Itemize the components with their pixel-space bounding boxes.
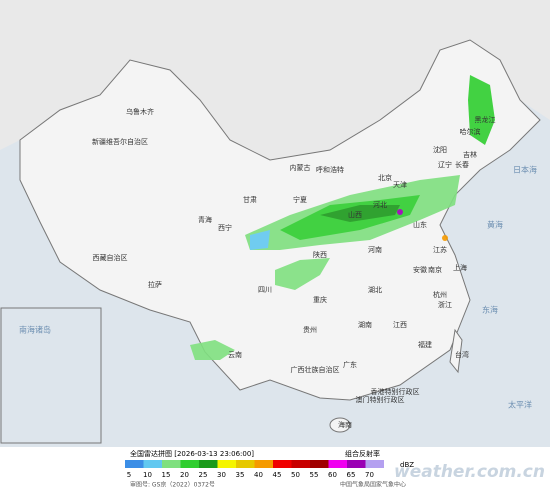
map-label: 贵州: [303, 325, 317, 334]
map-label: 上海: [453, 263, 467, 272]
watermark: weather.com.cn: [394, 462, 545, 482]
map-label: 天津: [393, 181, 407, 189]
hainan: [329, 417, 351, 433]
sea-label: 南海诸岛: [19, 325, 51, 335]
echo: [250, 230, 270, 250]
map-label: 台湾: [455, 350, 469, 359]
legend-swatch: [180, 460, 199, 468]
legend-value: 25: [199, 471, 208, 479]
south-sea-inset: [0, 307, 102, 444]
legend-value: 5: [127, 471, 131, 479]
echo: [275, 258, 330, 290]
legend-value: 65: [347, 471, 356, 479]
radar-echoes: [190, 75, 495, 360]
map-label: 山东: [413, 220, 427, 229]
taiwan: [449, 328, 463, 374]
map-label: 新疆维吾尔自治区: [92, 137, 148, 146]
legend-swatch: [143, 460, 162, 468]
legend-value: 30: [217, 471, 226, 479]
map-label: 宁夏: [293, 195, 307, 204]
map-label: 甘肃: [243, 195, 257, 204]
map-label: 南京: [428, 265, 442, 274]
map-label: 乌鲁木齐: [126, 107, 154, 116]
map-label: 拉萨: [148, 280, 162, 289]
map-label: 陕西: [313, 250, 327, 259]
legend-value: 45: [273, 471, 282, 479]
map-label: 澳门特别行政区: [356, 395, 405, 404]
map-label: 湖北: [368, 285, 382, 294]
legend-value: 50: [291, 471, 300, 479]
map-label: 海南: [338, 420, 352, 429]
map-label: 杭州: [433, 290, 447, 299]
legend-panel: [0, 447, 550, 492]
legend-swatch: [236, 460, 255, 468]
legend-swatch: [125, 460, 144, 468]
map-label: 北京: [378, 173, 392, 182]
sea-label: 东海: [482, 305, 498, 315]
map-label: 四川: [258, 286, 272, 294]
map-label: 广西壮族自治区: [291, 365, 340, 374]
legend-swatch: [273, 460, 292, 468]
legend-swatch: [328, 460, 347, 468]
legend-swatch: [347, 460, 366, 468]
map-label: 长春: [455, 160, 469, 169]
map-label: 黑龙江: [475, 115, 496, 124]
map-label: 湖南: [358, 320, 372, 329]
legend-value: 70: [365, 471, 374, 479]
map-label: 辽宁: [438, 160, 452, 169]
map-label: 河南: [368, 245, 382, 254]
legend-value: 35: [236, 471, 245, 479]
map-label: 重庆: [313, 295, 327, 304]
map-label: 山西: [348, 210, 362, 219]
map-label: 青海: [198, 215, 212, 224]
legend-swatch: [365, 460, 384, 468]
legend-value: 10: [143, 471, 152, 479]
echo: [468, 75, 495, 145]
echo: [320, 205, 400, 222]
neighbor-land: [0, 0, 550, 160]
map-label: 呼和浩特: [316, 165, 344, 174]
map-label: 沈阳: [433, 145, 447, 154]
legend-value: 15: [162, 471, 171, 479]
map-label: 江苏: [433, 245, 447, 254]
legend-value: 55: [310, 471, 319, 479]
legend-swatch: [310, 460, 329, 468]
map-label: 安徽: [413, 265, 427, 274]
map-label: 福建: [418, 340, 432, 349]
map-label: 江西: [393, 321, 407, 329]
legend-swatch: [217, 460, 236, 468]
legend-title: 全国雷达拼图 [2026-03-13 23:06:00]: [130, 449, 254, 458]
map-label: 广东: [343, 360, 357, 369]
map-label: 香港特别行政区: [371, 387, 420, 396]
legend-value: 20: [180, 471, 189, 479]
legend-unit: dBZ: [400, 461, 414, 469]
map-label: 西藏自治区: [93, 253, 128, 262]
sea-label: 黄海: [487, 220, 503, 230]
legend-swatch: [199, 460, 218, 468]
sea-label: 日本海: [513, 165, 537, 175]
map-label: 西宁: [218, 223, 232, 232]
legend-value: 40: [254, 471, 263, 479]
map-label: 河北: [373, 201, 387, 209]
legend-swatch: [162, 460, 181, 468]
map-label: 哈尔滨: [460, 127, 481, 136]
legend-swatch: [254, 460, 273, 468]
legend-swatch: [291, 460, 310, 468]
echo: [397, 209, 403, 215]
echo: [190, 340, 235, 360]
sea-label: 太平洋: [508, 400, 532, 410]
approval-number: 审图号: GS京（2022）0372号: [130, 481, 215, 489]
legend-product: 组合反射率: [345, 449, 380, 458]
map-label: 浙江: [438, 300, 452, 309]
map-label: 云南: [228, 350, 242, 359]
legend-value: 60: [328, 471, 337, 479]
map-label: 吉林: [463, 150, 477, 159]
map-label: 内蒙古: [290, 163, 311, 172]
echo: [442, 235, 448, 241]
agency: 中国气象局国家气象中心: [340, 481, 406, 489]
